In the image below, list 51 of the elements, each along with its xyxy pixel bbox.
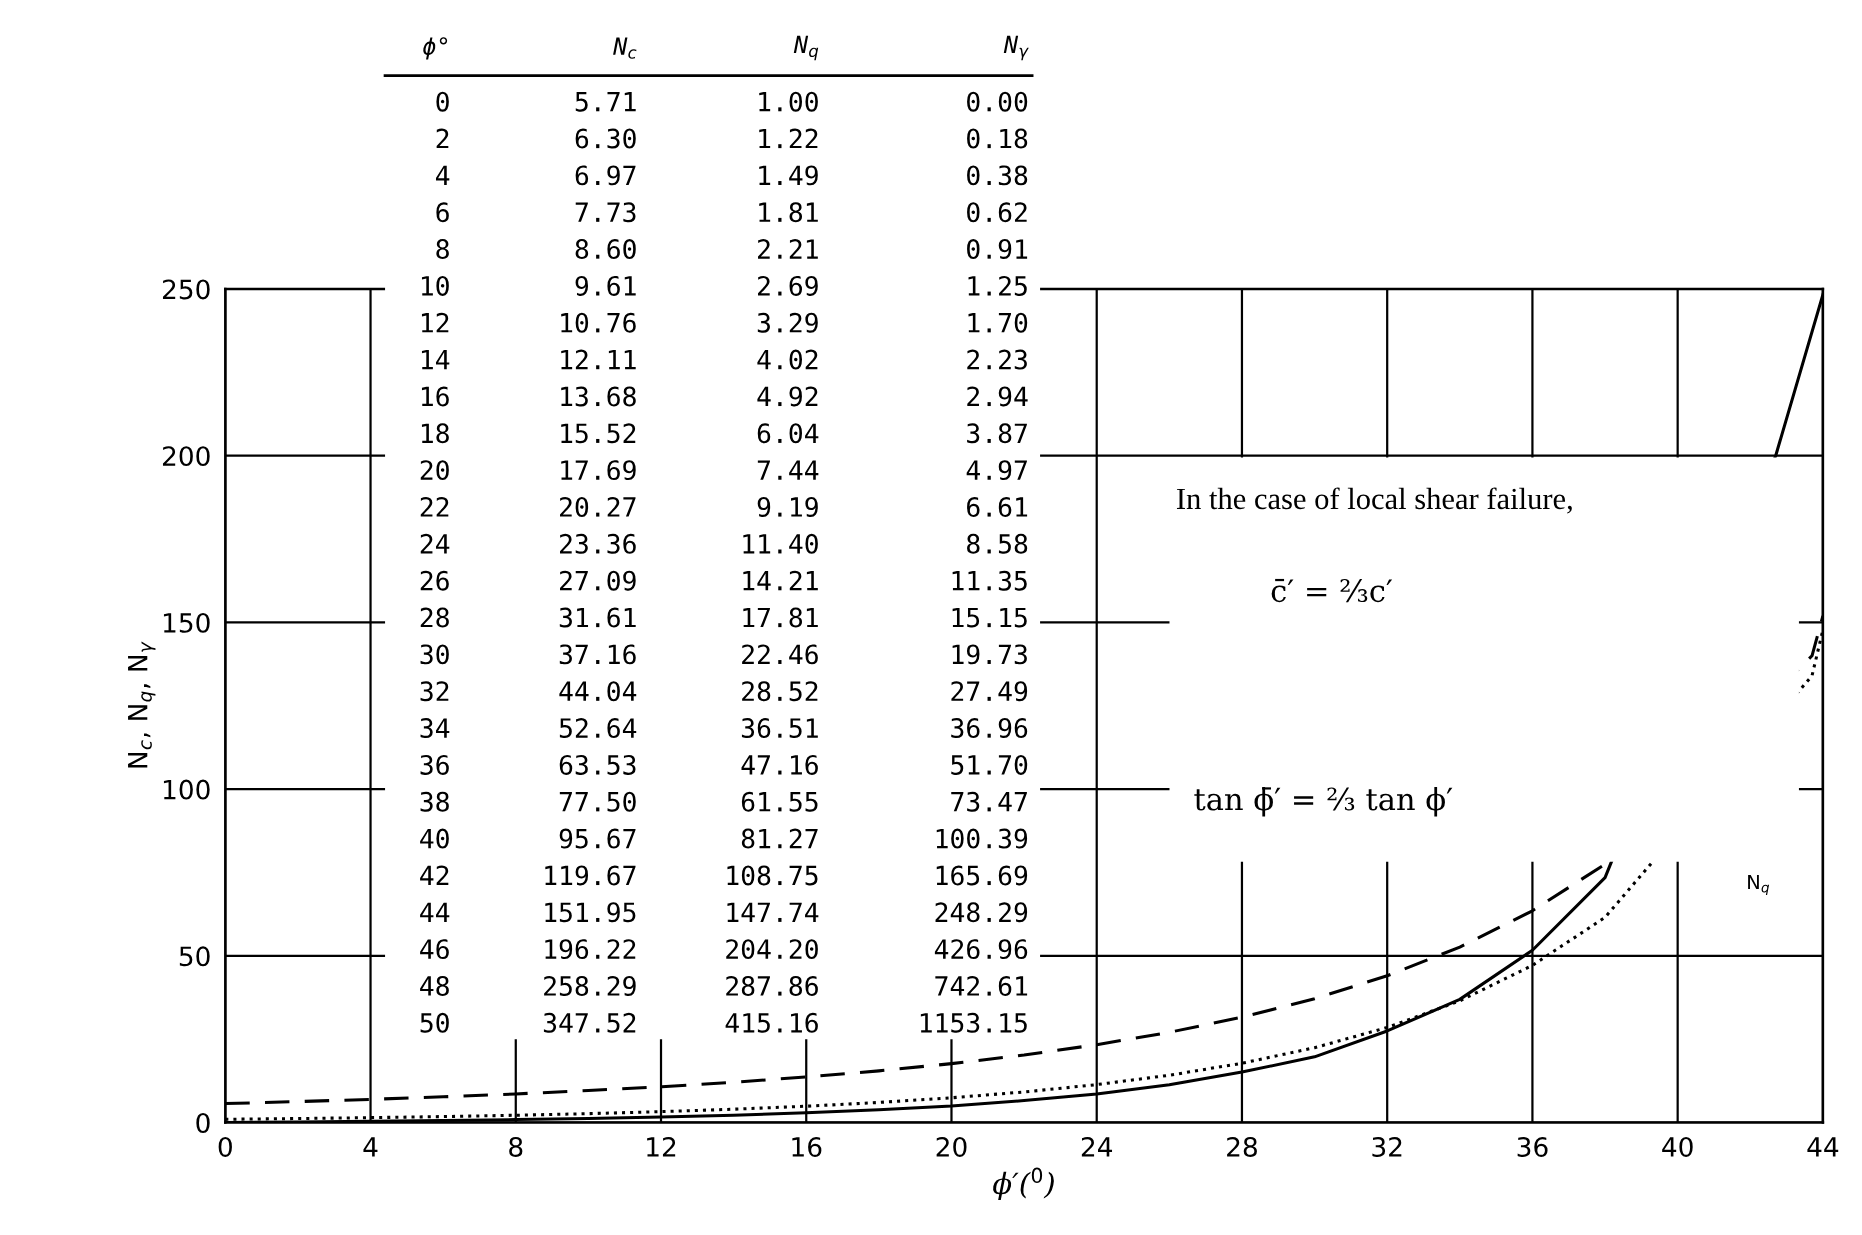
y-tick-label: 250 xyxy=(162,279,210,300)
x-tick-label: 24 xyxy=(1081,1136,1113,1157)
text: 14 12.11 4.02 2.23 xyxy=(421,349,1027,370)
y-tick-label: 0 xyxy=(196,1113,210,1134)
text: 22 20.27 9.19 6.61 xyxy=(420,497,1028,517)
text: 16 13.68 4.92 2.94 xyxy=(421,386,1028,407)
text: 6 7.73 1.81 0.62 xyxy=(436,202,1027,223)
text: 46 196.22 204.20 426.96 xyxy=(420,939,1028,960)
text: 28 31.61 17.81 15.15 xyxy=(420,607,1027,628)
text: 0 5.71 1.00 0.00 xyxy=(436,91,1028,112)
x-tick-label: 12 xyxy=(647,1136,676,1157)
text: 38 77.50 61.55 73.47 xyxy=(420,791,1027,812)
text: 24 23.36 11.40 8.58 xyxy=(420,533,1028,554)
text: 44 151.95 147.74 248.29 xyxy=(420,902,1028,923)
annotation: c̄′ = ²⁄₃c′ xyxy=(1271,578,1393,603)
text: 26 27.09 14.21 11.35 xyxy=(420,570,1027,591)
x-tick-label: 28 xyxy=(1227,1136,1257,1157)
x-tick-label: 32 xyxy=(1372,1136,1402,1157)
x-tick-label: 0 xyxy=(218,1136,232,1157)
text: 12 10.76 3.29 1.70 xyxy=(421,312,1028,333)
text: 10 9.61 2.69 1.25 xyxy=(421,275,1027,296)
text: 18 15.52 6.04 3.87 xyxy=(421,423,1027,444)
x-tick-label: 4 xyxy=(363,1137,378,1157)
annotation: N$_{q}$ xyxy=(1748,874,1770,896)
text: 20 17.69 7.44 4.97 xyxy=(420,460,1027,481)
text: 42 119.67 108.75 165.69 xyxy=(420,865,1028,886)
text: 36 63.53 47.16 51.70 xyxy=(420,754,1028,775)
text: 4 6.97 1.49 0.38 xyxy=(435,165,1028,186)
y-tick-label: 150 xyxy=(163,612,210,633)
text: ϕ° N$_{c}$ N$_{q}$ N$_{γ}$ xyxy=(423,35,1029,61)
text: 2 6.30 1.22 0.18 xyxy=(436,128,1028,149)
annotation: In the case of local shear failure, xyxy=(1176,487,1572,514)
x-tick-label: 8 xyxy=(509,1136,523,1157)
x-tick-label: 20 xyxy=(936,1136,967,1157)
text: 48 258.29 287.86 742.61 xyxy=(420,976,1028,996)
annotation: tan ϕ̄′ = ²⁄₃ tan ϕ′ xyxy=(1194,786,1453,817)
y-tick-label: 100 xyxy=(163,779,210,800)
x-tick-label: 16 xyxy=(792,1136,822,1157)
y-axis-title: N$_{c}$, N$_{q}$, N$_{γ}$ xyxy=(128,641,156,768)
text: 50 347.52 415.16 1153.15 xyxy=(420,1012,1027,1033)
y-tick-label: 200 xyxy=(162,446,210,467)
text: 32 44.04 28.52 27.49 xyxy=(420,681,1028,702)
text: 30 37.16 22.46 19.73 xyxy=(420,644,1027,665)
x-tick-label: 44 xyxy=(1807,1137,1839,1157)
x-tick-label: 40 xyxy=(1662,1136,1693,1157)
text: 34 52.64 36.51 36.96 xyxy=(420,718,1028,739)
x-tick-label: 36 xyxy=(1517,1136,1548,1157)
x-axis-title: ϕ′($^{0}$) xyxy=(993,1167,1054,1200)
y-tick-label: 50 xyxy=(179,946,210,967)
text: 40 95.67 81.27 100.39 xyxy=(420,828,1028,849)
text: 8 8.60 2.21 0.91 xyxy=(436,239,1028,260)
